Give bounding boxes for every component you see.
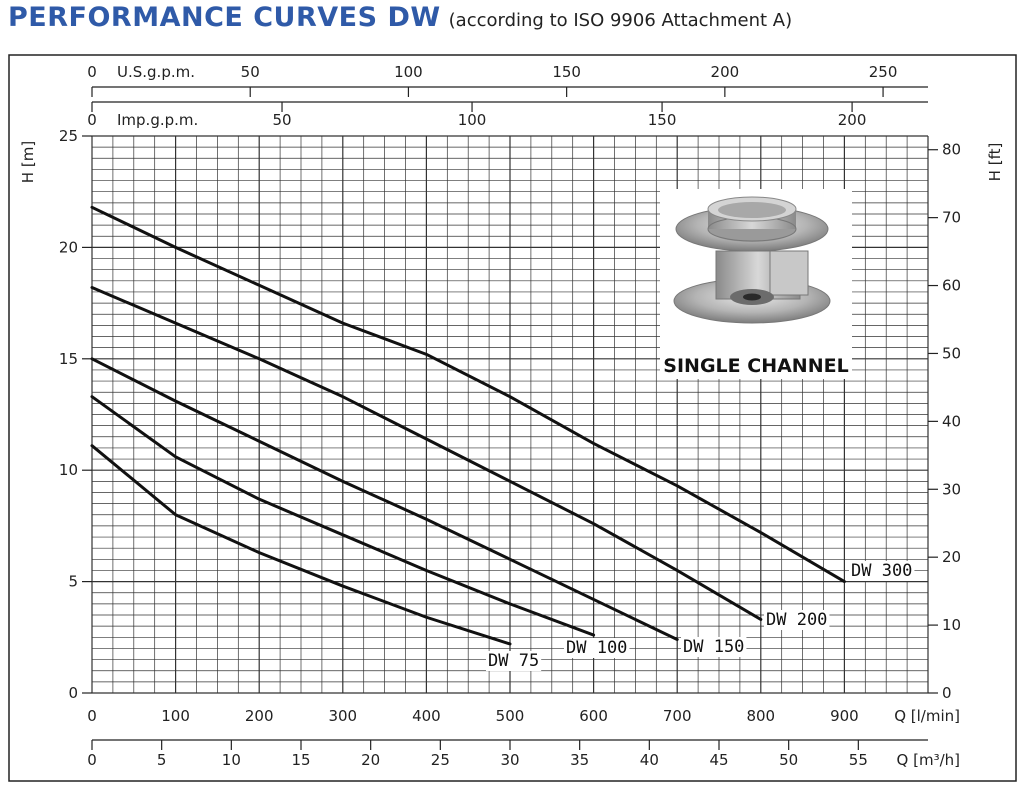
m3h-tick-label: 30 (500, 751, 519, 769)
impgpm-axis-label: Imp.g.p.m. (117, 111, 198, 129)
product-photo-inset: SINGLE CHANNEL (660, 189, 852, 379)
ft-tick-label: 40 (942, 412, 961, 430)
x-tick-label: 600 (579, 707, 608, 725)
m3h-tick-label: 25 (431, 751, 450, 769)
curve-label-bg (486, 651, 542, 671)
y-tick-label: 5 (68, 573, 78, 591)
curve-dw-75 (90, 444, 512, 646)
grid (91, 135, 929, 694)
y-tick-label: 15 (59, 350, 78, 368)
x-tick-label: 0 (87, 707, 97, 725)
inset-caption: SINGLE CHANNEL (663, 355, 849, 377)
impeller-image (673, 196, 831, 324)
y-tick-label: 20 (59, 238, 78, 256)
ft-tick-label: 10 (942, 616, 961, 634)
m3h-tick-label: 45 (709, 751, 728, 769)
ft-tick-label: 50 (942, 344, 961, 362)
impgpm-tick-label: 0 (87, 111, 97, 129)
y-axis-label-right: H [ft] (986, 143, 1004, 182)
ft-tick-label: 30 (942, 480, 961, 498)
curve-label-bg (849, 561, 915, 581)
m3h-tick-label: 10 (222, 751, 241, 769)
m3h-tick-label: 40 (640, 751, 659, 769)
ft-tick-label: 0 (942, 684, 952, 702)
curve-label-dw-200: DW 200 (766, 610, 827, 630)
impgpm-tick-label: 200 (838, 111, 867, 129)
curves (90, 205, 846, 646)
m3h-tick-label: 20 (361, 751, 380, 769)
page-title: PERFORMANCE CURVES DW (8, 2, 441, 33)
x-tick-label: 300 (328, 707, 357, 725)
usgpm-tick-label: 50 (241, 63, 260, 81)
curve-label-bg (681, 637, 747, 657)
header: PERFORMANCE CURVES DW (according to ISO 9… (8, 2, 792, 33)
impgpm-tick-label: 50 (272, 111, 291, 129)
usgpm-tick-label: 250 (869, 63, 898, 81)
m3h-tick-label: 55 (849, 751, 868, 769)
curve-label-dw-100: DW 100 (566, 638, 627, 658)
impgpm-tick-label: 150 (648, 111, 677, 129)
usgpm-axis-label: U.S.g.p.m. (117, 63, 195, 81)
curve-dw-100 (90, 395, 596, 637)
curve-dw-150 (90, 357, 679, 642)
usgpm-tick-label: 200 (711, 63, 740, 81)
x-tick-label: 900 (830, 707, 859, 725)
x-tick-label: 500 (496, 707, 525, 725)
chart-frame (8, 54, 1017, 782)
usgpm-tick-label: 0 (87, 63, 97, 81)
m3h-tick-label: 15 (291, 751, 310, 769)
x-tick-label: 400 (412, 707, 441, 725)
curve-label-bg (564, 638, 630, 658)
x-tick-label: 100 (161, 707, 190, 725)
x-tick-label: 800 (746, 707, 775, 725)
ft-tick-label: 80 (942, 141, 961, 159)
y-tick-label: 0 (68, 684, 78, 702)
m3h-tick-label: 0 (87, 751, 97, 769)
m3h-tick-label: 5 (157, 751, 167, 769)
curve-dw-300 (90, 205, 846, 584)
curve-label-dw-150: DW 150 (683, 637, 744, 657)
m3h-axis-label: Q [m³/h] (897, 751, 960, 769)
m3h-tick-label: 35 (570, 751, 589, 769)
curve-dw-200 (90, 286, 763, 621)
page-subtitle: (according to ISO 9906 Attachment A) (448, 10, 793, 31)
x-tick-label: 700 (663, 707, 692, 725)
axes: 0 100 200 300 400 500 600 700 800 900 Q [l/min]0 5 1… (19, 63, 1004, 769)
curve-label-dw-75: DW 75 (488, 651, 539, 671)
y-axis-label-left: H [m] (19, 141, 37, 183)
curve-label-bg (764, 610, 830, 630)
m3h-tick-label: 50 (779, 751, 798, 769)
labels: DW 75 DW 100 DW 150 DW 200 DW 300 (486, 561, 915, 671)
ft-tick-label: 60 (942, 277, 961, 295)
y-tick-label: 10 (59, 461, 78, 479)
usgpm-tick-label: 100 (394, 63, 423, 81)
x-tick-label: 200 (245, 707, 274, 725)
ft-tick-label: 70 (942, 209, 961, 227)
curve-label-dw-300: DW 300 (851, 561, 912, 581)
x-axis-label: Q [l/min] (894, 707, 960, 725)
ft-tick-label: 20 (942, 548, 961, 566)
y-tick-label: 25 (59, 127, 78, 145)
impgpm-tick-label: 100 (458, 111, 487, 129)
usgpm-tick-label: 150 (552, 63, 581, 81)
